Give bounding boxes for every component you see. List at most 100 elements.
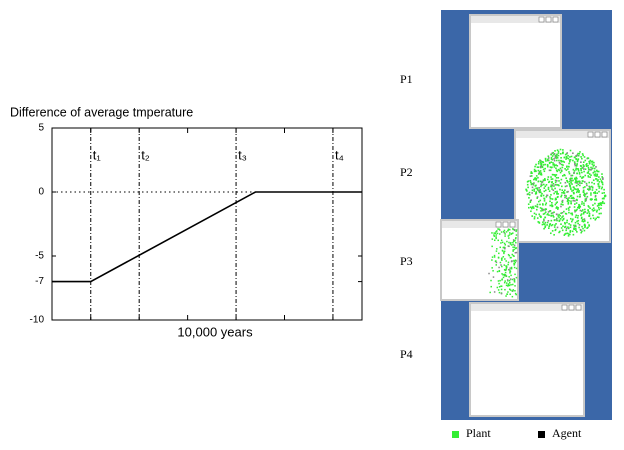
plant-dot: [537, 217, 539, 219]
plant-dot: [579, 194, 581, 196]
plant-dot: [506, 285, 508, 287]
plant-dot: [499, 233, 501, 235]
plant-dot: [560, 153, 562, 155]
plant-dot: [505, 295, 507, 297]
plant-dot: [571, 156, 573, 158]
plant-dot: [570, 200, 572, 202]
plant-dot: [506, 241, 508, 243]
plant-dot: [501, 293, 503, 295]
plant-dot: [553, 234, 555, 236]
plant-dot: [565, 182, 567, 184]
plant-dot: [575, 216, 577, 218]
plant-dot: [504, 230, 506, 232]
plant-dot: [543, 220, 545, 222]
plant-dot: [536, 178, 538, 180]
plant-dot: [587, 172, 589, 174]
plant-dot: [545, 159, 547, 161]
plant-dot: [558, 160, 560, 162]
plant-dot: [561, 192, 563, 194]
plant-dot: [510, 275, 512, 277]
plant-dot: [560, 218, 562, 220]
plant-dot: [568, 200, 570, 202]
plant-dot: [504, 269, 506, 271]
plant-dot: [554, 160, 556, 162]
plant-dot: [501, 278, 503, 280]
plant-dot: [513, 264, 515, 266]
plant-dot: [512, 254, 514, 256]
plant-dot: [575, 222, 577, 224]
plant-dot: [552, 215, 554, 217]
plant-dot: [501, 258, 503, 260]
plant-dot: [593, 162, 595, 164]
legend-label: Plant: [466, 426, 491, 440]
plant-dot: [509, 294, 511, 296]
plant-dot: [490, 286, 492, 288]
marker-label: t₂: [141, 147, 150, 162]
plant-dot: [558, 169, 560, 171]
plant-dot: [513, 239, 515, 241]
plant-dot: [562, 215, 564, 217]
plant-dot: [540, 186, 542, 188]
plant-dot: [538, 187, 540, 189]
window-button: [569, 305, 574, 310]
plant-dot: [543, 169, 545, 171]
plant-dot: [510, 278, 512, 280]
plant-dot: [566, 222, 568, 224]
plant-dot: [544, 168, 546, 170]
plant-dot: [568, 197, 570, 199]
plant-dot: [593, 192, 595, 194]
plant-dot: [596, 171, 598, 173]
plant-dot: [530, 210, 532, 212]
plant-dot: [557, 215, 559, 217]
plant-dot: [561, 186, 563, 188]
plant-dot: [583, 171, 585, 173]
plant-dot: [491, 246, 493, 248]
plant-dot: [550, 210, 552, 212]
plant-dot: [538, 161, 540, 163]
plant-dot: [570, 224, 572, 226]
plant-dot: [561, 227, 563, 229]
plant-dot: [501, 240, 503, 242]
plant-dot: [498, 229, 500, 231]
plant-dot: [516, 268, 518, 270]
plant-dot: [553, 183, 555, 185]
plant-dot: [535, 170, 537, 172]
plant-dot: [584, 181, 586, 183]
plant-dot: [562, 161, 564, 163]
plant-dot: [536, 197, 538, 199]
plant-dot: [505, 260, 507, 262]
plant-dot: [574, 163, 576, 165]
plant-dot: [571, 197, 573, 199]
plant-dot: [583, 168, 585, 170]
plant-dot: [509, 282, 511, 284]
plant-dot: [586, 212, 588, 214]
plant-dot: [555, 168, 557, 170]
plant-dot: [558, 151, 560, 153]
chart-title: Difference of average tmperature: [10, 105, 193, 119]
plant-dot: [576, 173, 578, 175]
plant-dot: [512, 250, 514, 252]
plant-dot: [577, 168, 579, 170]
plant-dot: [570, 188, 572, 190]
plant-dot: [540, 216, 542, 218]
window-button: [539, 17, 544, 22]
plant-dot: [499, 286, 501, 288]
plant-dot: [575, 180, 577, 182]
figure: Difference of average tmperature 10,000 …: [0, 0, 624, 450]
plant-dot: [591, 198, 593, 200]
plant-dot: [555, 182, 557, 184]
plant-dot: [559, 220, 561, 222]
plant-dot: [507, 230, 509, 232]
plant-dot: [582, 155, 584, 157]
plant-dot: [556, 177, 558, 179]
plant-dot: [500, 242, 502, 244]
plant-dot: [574, 206, 576, 208]
plant-dot: [548, 220, 550, 222]
plant-dot: [595, 178, 597, 180]
plant-dot: [540, 166, 542, 168]
plant-dot: [532, 190, 534, 192]
plant-dot: [551, 215, 553, 217]
plant-dot: [572, 180, 574, 182]
plant-dot: [494, 240, 496, 242]
plant-dot: [575, 229, 577, 231]
